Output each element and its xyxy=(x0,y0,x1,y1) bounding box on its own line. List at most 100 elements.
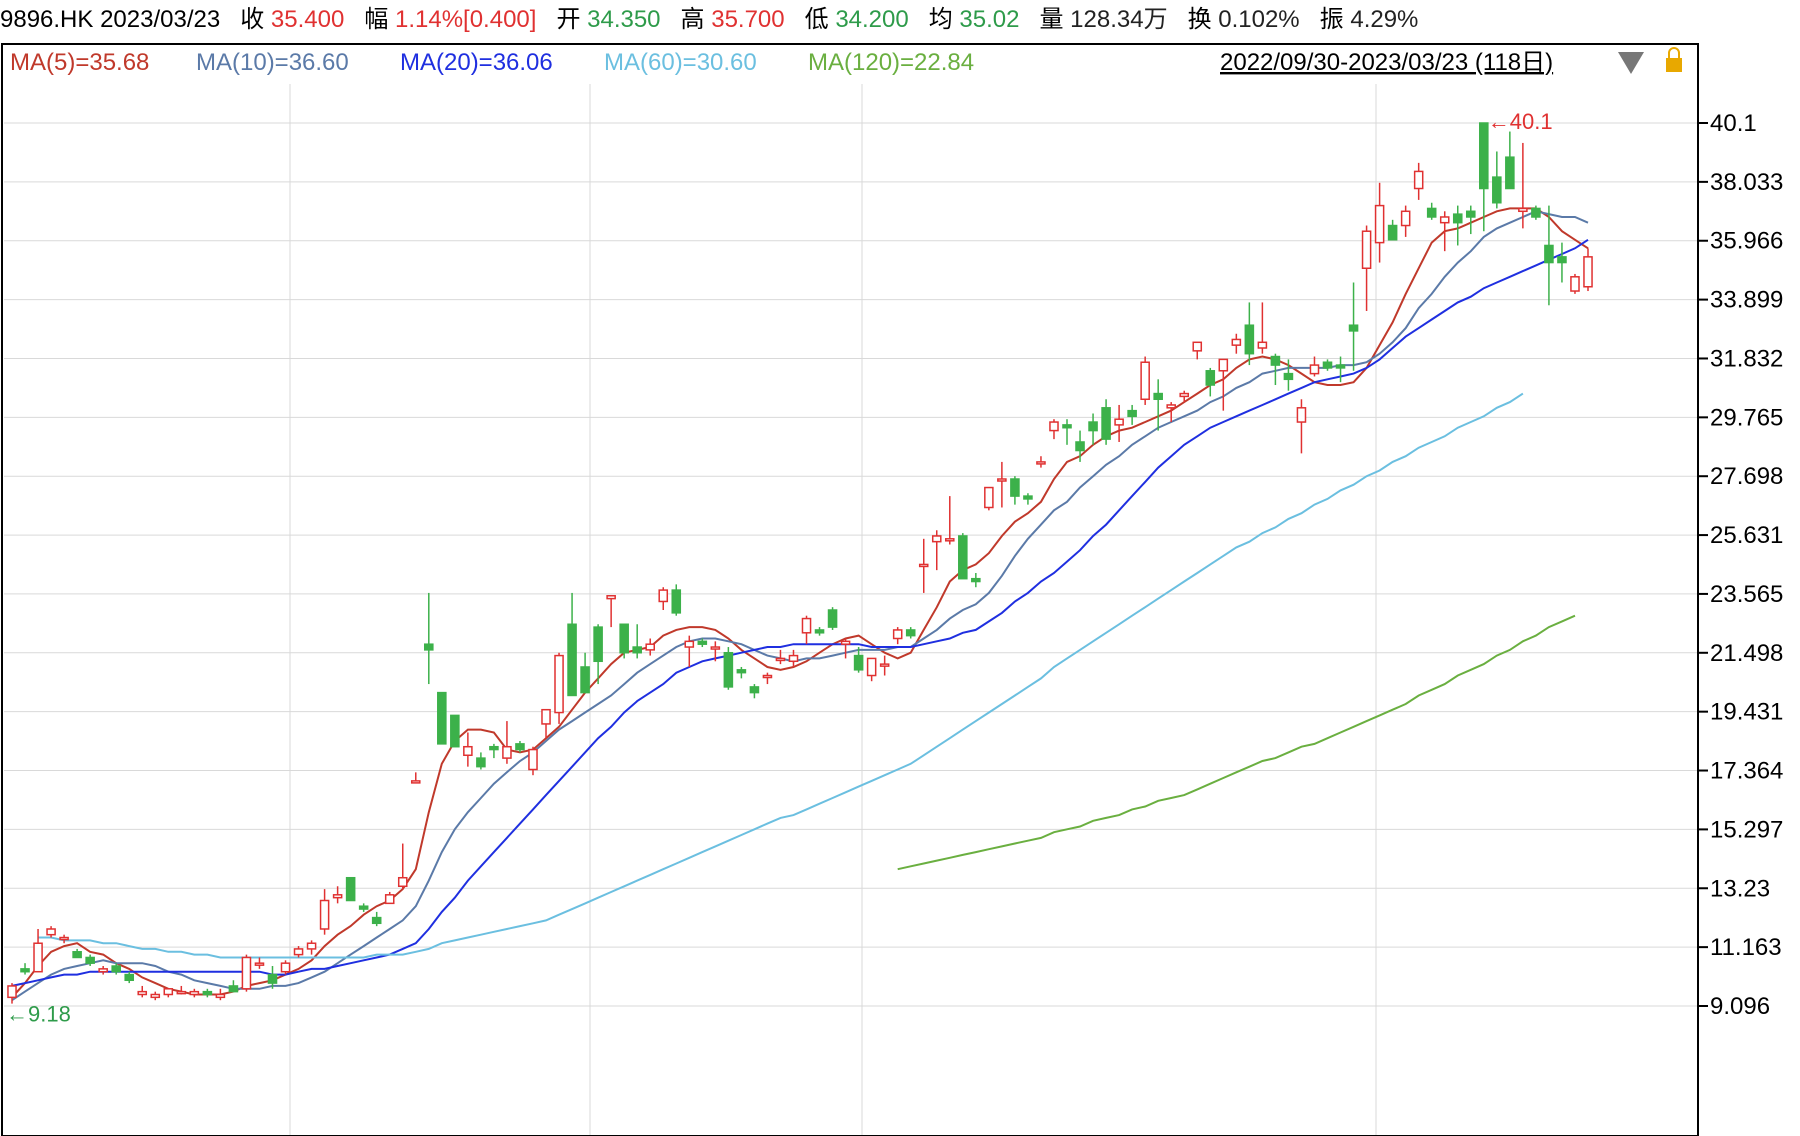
volume-value: 128.34万 xyxy=(1070,6,1168,33)
candle xyxy=(658,587,669,611)
candle-body xyxy=(1544,244,1554,264)
candle-body xyxy=(410,780,421,784)
candle-body xyxy=(827,609,838,628)
candle xyxy=(1296,399,1307,454)
candle-body xyxy=(958,535,968,580)
candle xyxy=(736,666,747,679)
candle-body xyxy=(1296,407,1307,423)
candle xyxy=(1257,302,1268,354)
candle xyxy=(1544,205,1554,306)
plot-frame xyxy=(1,43,1699,1136)
candle-body xyxy=(1075,441,1085,452)
range-value: 1.14%[0.400] xyxy=(394,6,537,33)
candle xyxy=(1179,390,1190,403)
candle-body xyxy=(1244,324,1255,355)
candle xyxy=(7,983,17,1004)
candlestick-chart[interactable]: MA(5)=35.68 MA(10)=36.60 MA(20)=36.06 MA… xyxy=(0,40,1800,1136)
date-range-text[interactable]: 2022/09/30-2023/03/23 (118日) xyxy=(1220,49,1553,76)
candle xyxy=(1127,404,1137,425)
candle-body xyxy=(1531,207,1541,218)
max-price-annotation: ←40.1 xyxy=(1488,109,1553,134)
candle xyxy=(72,948,82,959)
candle xyxy=(410,772,421,784)
candle-body xyxy=(1505,156,1515,190)
candle xyxy=(1270,353,1281,386)
candle-body xyxy=(1192,341,1203,352)
candle-body xyxy=(1335,364,1346,369)
candle-body xyxy=(788,654,799,663)
candle xyxy=(619,623,629,659)
candle xyxy=(827,607,838,630)
amplitude-label: 振 xyxy=(1319,6,1344,33)
legend-ma120: MA(120)=22.84 xyxy=(808,49,974,76)
y-tick-label: 40.1 xyxy=(1710,110,1757,137)
candle xyxy=(1479,122,1489,232)
candle xyxy=(319,889,330,935)
candle xyxy=(1049,419,1059,440)
candle xyxy=(463,732,473,767)
candle-body xyxy=(1583,256,1593,288)
candle xyxy=(59,934,69,944)
candle-body xyxy=(98,968,108,973)
annotations: ←40.1 ←9.18 xyxy=(6,109,1553,1027)
candle-body xyxy=(1257,341,1268,349)
candle xyxy=(971,572,981,588)
candle-body xyxy=(1179,392,1190,398)
high-value: 35.700 xyxy=(711,6,785,33)
candle-body xyxy=(332,894,343,899)
candle xyxy=(1283,359,1294,391)
candle-body xyxy=(202,990,213,996)
candle-body xyxy=(905,629,916,637)
candle-body xyxy=(1205,370,1216,386)
candle-body xyxy=(1062,424,1072,429)
candle-body xyxy=(280,962,291,973)
candle xyxy=(1140,356,1150,405)
candles xyxy=(7,122,1593,1004)
candle-body xyxy=(371,916,382,925)
candle-body xyxy=(515,743,525,751)
candle-body xyxy=(319,899,330,930)
candle-body xyxy=(228,985,239,993)
turnover-value: 0.102% xyxy=(1218,6,1300,33)
candle xyxy=(931,530,942,571)
dropdown-icon[interactable] xyxy=(1618,52,1644,74)
candle xyxy=(801,615,812,645)
candle xyxy=(124,971,135,984)
candle-body xyxy=(1479,122,1489,190)
candle-body xyxy=(1036,461,1046,465)
candle-body xyxy=(397,876,408,888)
candle-body xyxy=(163,988,174,996)
candle-body xyxy=(762,674,773,679)
candle xyxy=(1361,225,1372,311)
candle-body xyxy=(918,563,929,568)
candle xyxy=(267,966,278,989)
ma20-line xyxy=(11,238,1589,987)
candle-body xyxy=(1348,324,1359,332)
candle-body xyxy=(775,657,786,662)
candle xyxy=(918,538,929,593)
candle xyxy=(879,655,890,676)
candle-body xyxy=(20,968,30,973)
candle xyxy=(1218,358,1229,411)
candle-body xyxy=(866,657,877,677)
candle-body xyxy=(931,535,942,543)
candle-body xyxy=(853,654,864,671)
candle xyxy=(371,911,382,927)
candle xyxy=(1075,430,1085,462)
candle-body xyxy=(1439,216,1450,224)
candle-body xyxy=(879,663,890,667)
candle xyxy=(450,714,460,748)
candle xyxy=(749,684,760,699)
candle xyxy=(176,985,187,995)
candle xyxy=(1348,282,1359,371)
lock-icon[interactable] xyxy=(1666,47,1682,72)
open-label: 开 xyxy=(556,6,581,33)
candle-body xyxy=(1426,207,1437,218)
candle-body xyxy=(1049,421,1059,432)
candle xyxy=(384,891,395,905)
candle-body xyxy=(424,643,434,651)
candle xyxy=(671,584,682,616)
candle-body xyxy=(749,686,760,694)
candle-body xyxy=(215,993,226,999)
candle-body xyxy=(85,956,95,964)
